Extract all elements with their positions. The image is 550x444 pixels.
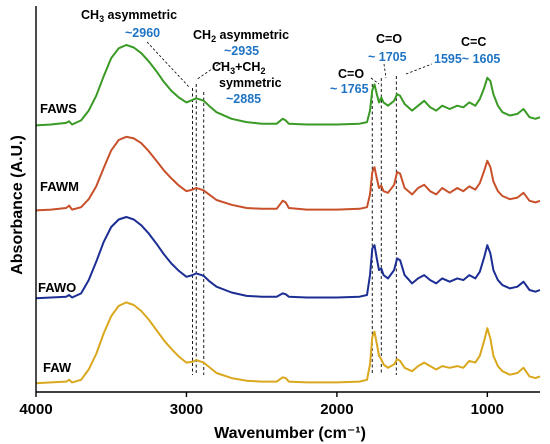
annotation-co-1705-label: C=O: [376, 32, 402, 46]
annotation-ch2-asym-value: ~2935: [224, 44, 259, 58]
x-axis-title: Wavenumber (cm⁻¹): [214, 425, 366, 442]
series-label-faw: FAW: [43, 360, 72, 375]
annotation-ch2-asym-label: CH2 asymmetric: [193, 28, 289, 44]
annotations: CH3 asymmetric ~2960 CH2 asymmetric ~293…: [81, 8, 500, 106]
leader-ch3-asym: [146, 41, 191, 89]
y-axis-title: Absorbance (A.U.): [9, 135, 26, 275]
annotation-ch3-asym-label: CH3 asymmetric: [81, 8, 177, 24]
spectra: [35, 44, 541, 385]
spectrum-fawm: [35, 135, 541, 212]
annotation-sym-value: ~2885: [226, 92, 261, 106]
series-label-fawm: FAWM: [40, 179, 79, 194]
annotation-sym-label-2: symmetric: [219, 76, 282, 90]
annotation-co-1705-value: ~ 1705: [368, 50, 407, 64]
spectrum-faw: [35, 301, 541, 385]
x-ticks: 4000 3000 2000 1000: [19, 392, 504, 418]
series-labels: FAWS FAWM FAWO FAW: [38, 101, 79, 375]
x-tick-label: 2000: [320, 401, 353, 418]
x-tick-label: 4000: [19, 401, 52, 418]
x-tick-label: 3000: [170, 401, 203, 418]
series-label-fawo: FAWO: [38, 280, 76, 295]
series-label-faws: FAWS: [40, 101, 77, 116]
annotation-cc-value: 1595~ 1605: [434, 52, 500, 66]
x-tick-label: 1000: [471, 401, 504, 418]
annotation-co-1765-value: ~ 1765: [330, 82, 369, 96]
spectrum-faws: [35, 44, 541, 127]
annotation-cc-label: C=C: [461, 35, 486, 49]
reference-lines: [192, 76, 397, 375]
leader-co-1705: [383, 63, 387, 79]
leader-cc: [405, 63, 433, 75]
spectrum-fawo: [35, 216, 541, 300]
annotation-ch3-asym-value: ~2960: [125, 26, 160, 40]
annotation-co-1765-label: C=O: [338, 67, 364, 81]
annotation-sym-label: CH3+CH2: [212, 60, 265, 76]
leader-co-1765: [370, 77, 380, 85]
axes: 4000 3000 2000 1000 Wavenumber (cm⁻¹) Absor…: [9, 6, 540, 442]
leader-ch2-asym: [195, 61, 223, 81]
